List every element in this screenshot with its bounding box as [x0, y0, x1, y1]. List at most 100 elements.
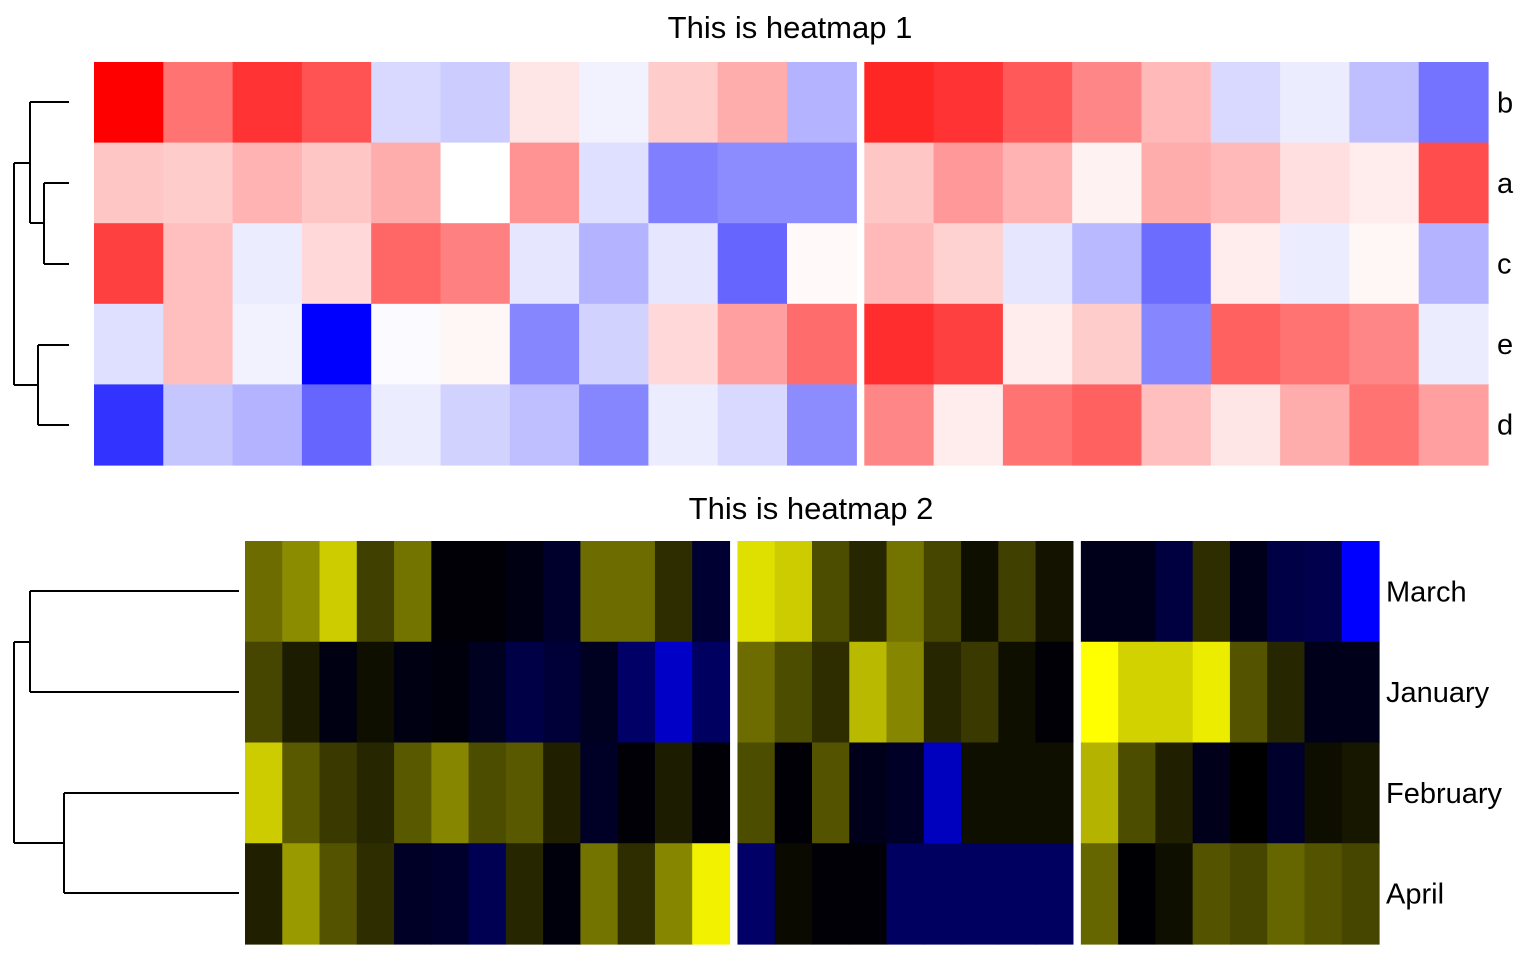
heatmap-2-cell [319, 843, 358, 945]
heatmap-2-cell [580, 541, 619, 643]
heatmap-2-cell [1304, 843, 1343, 945]
heatmap-1-row-label: d [1497, 410, 1513, 442]
heatmap-2-cell [923, 843, 962, 945]
heatmap-1-dendrogram [13, 101, 69, 426]
heatmap-2-cell [319, 541, 358, 643]
heatmap-2-cell [923, 742, 962, 844]
heatmap-2-cell [1192, 541, 1231, 643]
heatmap-1-cell [579, 384, 649, 466]
heatmap-2-cell [319, 742, 358, 844]
heatmap-2-cell [282, 541, 321, 643]
heatmap-1-row-label: c [1497, 249, 1512, 281]
heatmap-2-cell [431, 641, 470, 744]
heatmap-2-row-label: January [1386, 677, 1490, 709]
heatmap-1-row-label: b [1497, 87, 1513, 119]
heatmap-1-cell [1280, 142, 1350, 224]
heatmap-1-cell [1141, 62, 1212, 144]
heatmap-1-cell [1002, 62, 1073, 144]
heatmap-2-cell [886, 843, 925, 945]
heatmap-1-cell [717, 384, 788, 466]
heatmap-1-cell [933, 303, 1004, 385]
heatmap-1-cell [1072, 303, 1143, 385]
heatmap-1-cell [717, 62, 788, 144]
heatmap-2-cell [1304, 541, 1343, 643]
heatmap-2-cell [737, 641, 776, 744]
heatmap-1-cell [232, 62, 303, 144]
heatmap-2-cell [1080, 843, 1119, 945]
heatmap-2-cell [356, 742, 395, 844]
heatmap-1-cell [864, 384, 935, 466]
heatmap-2-cell [1080, 742, 1119, 844]
heatmap-2-cell [886, 541, 925, 643]
heatmap-1-cell [1349, 142, 1420, 224]
heatmap-1-cell [1002, 223, 1073, 305]
heatmap-2-cell [282, 641, 321, 744]
heatmap-1-cell [1280, 303, 1350, 385]
heatmap-2-cell [692, 541, 731, 643]
heatmap-1-cell [1072, 62, 1143, 144]
heatmap-2-cell [1267, 843, 1306, 945]
heatmap-2-cell [1192, 843, 1231, 945]
heatmap-2-cell [774, 541, 813, 643]
heatmap-2-cell [998, 843, 1037, 945]
dendro-1-link-e-d [37, 344, 69, 426]
heatmap-2-cell [1080, 641, 1119, 744]
heatmap-2-cell [617, 742, 656, 844]
dendro-2-link-february-april [63, 792, 239, 894]
heatmap-1-cell [232, 142, 303, 224]
heatmap-1-cell [1349, 62, 1420, 144]
heatmap-2-cell [617, 843, 656, 945]
heatmap-2-cell [617, 641, 656, 744]
heatmap-1-cell [1349, 223, 1420, 305]
heatmap-2-cell [923, 541, 962, 643]
heatmap-1-cell [787, 223, 857, 305]
heatmap-1-cell [787, 303, 857, 385]
heatmap-2-cell [998, 541, 1037, 643]
heatmap-2-cell [356, 843, 395, 945]
heatmap-1-cell [232, 223, 303, 305]
heatmap-2-cell [1035, 742, 1074, 844]
heatmap-2-cell [617, 541, 656, 643]
heatmap-1-cell [1210, 384, 1281, 466]
heatmap-2-cell [849, 843, 888, 945]
heatmap-2-cell [1304, 742, 1343, 844]
dendro-1-link-b-ac [29, 101, 69, 224]
heatmap-1-cell [1349, 303, 1420, 385]
heatmap-2-cell [654, 541, 693, 643]
heatmap-2-cell [849, 641, 888, 744]
heatmap-2-cell [245, 541, 283, 643]
heatmap-1-cell [864, 142, 935, 224]
heatmap-1-cell [648, 62, 719, 144]
heatmap-1-cell [1418, 223, 1489, 305]
heatmap-2-cell [886, 641, 925, 744]
heatmap-2-cell [468, 541, 507, 643]
dendro-1-link-a-c [43, 182, 69, 265]
heatmap-2-cell [774, 843, 813, 945]
heatmap-1-cell [301, 223, 372, 305]
heatmap-1-cell [94, 142, 164, 224]
heatmap-2-cell [812, 843, 850, 945]
heatmap-2-cell [1229, 742, 1268, 844]
heatmap-2-cell [1267, 641, 1306, 744]
heatmap-1-cell [717, 303, 788, 385]
heatmap-1-cell [509, 223, 580, 305]
heatmap-1-cell [1210, 303, 1281, 385]
heatmap-1-row-label: e [1497, 329, 1513, 361]
heatmap-2-cell [1035, 843, 1074, 945]
heatmap-1-cell [1141, 384, 1212, 466]
heatmap-1-cell [1072, 384, 1143, 466]
heatmap-1-cell [94, 62, 164, 144]
heatmap-2-cell [580, 641, 619, 744]
heatmap-2-cell [1155, 843, 1194, 945]
heatmap-1-cell [301, 303, 372, 385]
heatmap-2-cell [849, 742, 888, 844]
dendro-1-link-root [13, 162, 38, 386]
heatmap-2-cell [961, 541, 999, 643]
heatmap-1-cell [1210, 142, 1281, 224]
heatmap-2-cell [737, 742, 776, 844]
heatmap-2-cell [468, 641, 507, 744]
heatmap-2-cell [1341, 641, 1380, 744]
heatmap-2-cell [282, 742, 321, 844]
heatmap-2-cell [1118, 641, 1156, 744]
heatmap-1-cell [163, 223, 234, 305]
